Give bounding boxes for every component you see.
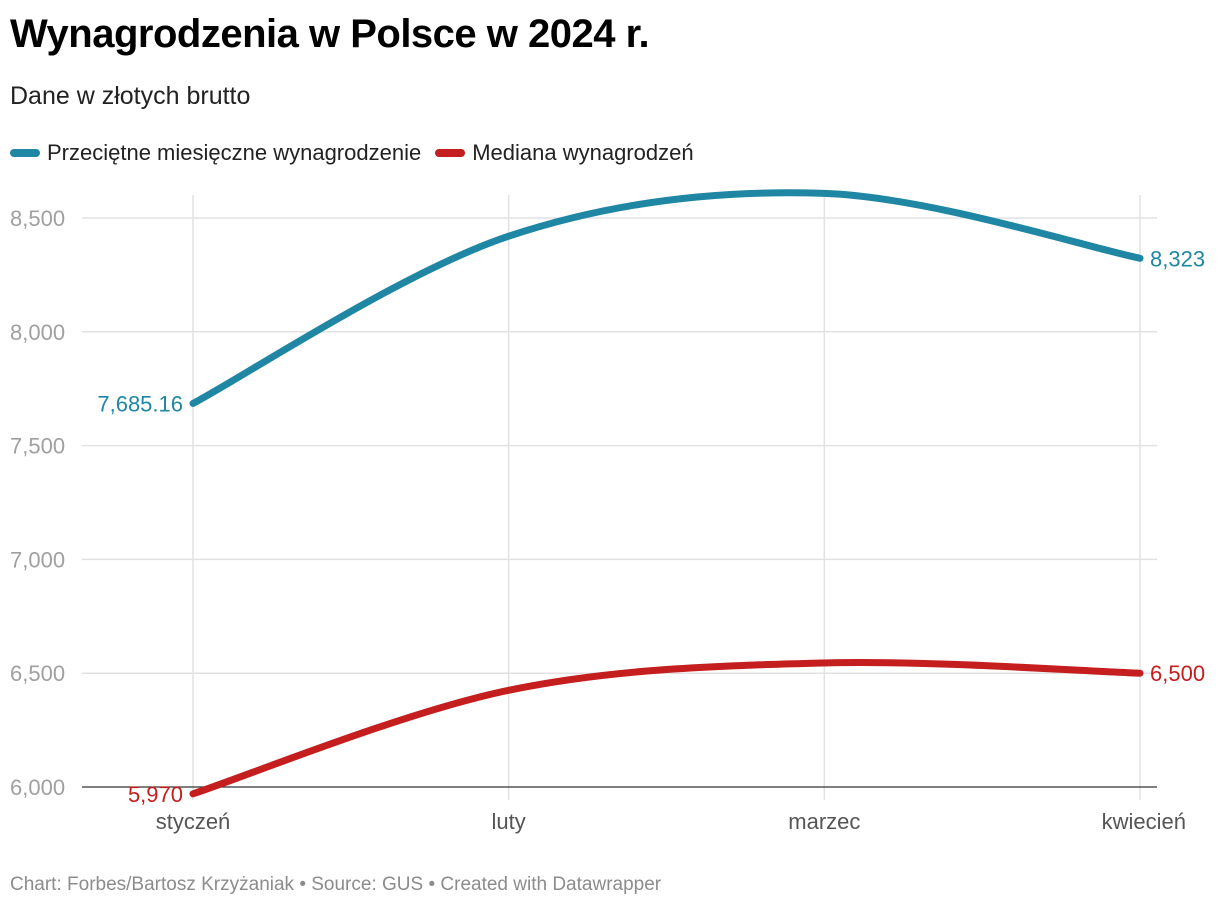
- x-tick-label: marzec: [788, 809, 860, 834]
- x-tick-label: styczeń: [156, 809, 231, 834]
- legend-item-median: Mediana wynagrodzeń: [435, 140, 694, 166]
- chart-title: Wynagrodzenia w Polsce w 2024 r.: [10, 12, 650, 56]
- legend-swatch-average: [10, 149, 40, 157]
- legend-item-average: Przeciętne miesięczne wynagrodzenie: [10, 140, 421, 166]
- y-tick-label: 7,000: [10, 547, 65, 572]
- end-value-label: 6,500: [1150, 661, 1205, 686]
- legend-label-average: Przeciętne miesięczne wynagrodzenie: [47, 140, 422, 165]
- y-tick-label: 7,500: [10, 434, 65, 459]
- y-tick-label: 8,500: [10, 206, 65, 231]
- y-tick-label: 8,000: [10, 320, 65, 345]
- x-tick-label: kwiecień: [1102, 809, 1186, 834]
- y-tick-label: 6,500: [10, 661, 65, 686]
- x-tick-label: luty: [492, 809, 526, 834]
- legend-swatch-median: [435, 149, 466, 157]
- chart-footer: Chart: Forbes/Bartosz Krzyżaniak • Sourc…: [10, 874, 662, 895]
- average-salary-line: [189, 189, 1144, 407]
- line-chart: 6,000 6,500 7,000 7,500 8,000 8,500 styczeń lut…: [10, 189, 1205, 834]
- chart-subtitle: Dane w złotych brutto: [10, 82, 251, 110]
- y-tick-label: 6,000: [10, 775, 65, 800]
- end-value-label: 8,323: [1150, 246, 1205, 271]
- median-salary-line: [189, 659, 1144, 798]
- legend: Przeciętne miesięczne wynagrodzenie Medi…: [10, 140, 708, 166]
- legend-label-median: Mediana wynagrodzeń: [472, 140, 694, 165]
- start-value-label: 7,685.16: [97, 391, 183, 416]
- start-value-label: 5,970: [128, 782, 183, 807]
